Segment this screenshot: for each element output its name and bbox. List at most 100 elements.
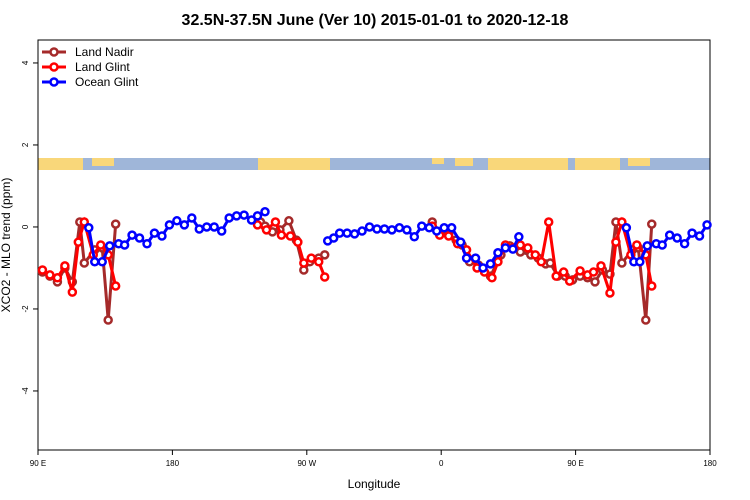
data-point — [224, 213, 234, 223]
data-point — [239, 210, 249, 220]
data-point — [508, 244, 518, 254]
data-point — [261, 225, 272, 235]
data-point — [446, 223, 457, 233]
data-point — [216, 226, 227, 236]
data-point — [379, 224, 390, 234]
data-point — [647, 219, 657, 229]
data-point — [596, 261, 606, 271]
plot-frame — [37, 39, 711, 451]
data-point — [349, 229, 360, 239]
data-point — [134, 233, 145, 243]
data-point — [558, 267, 569, 277]
land-band — [92, 158, 114, 166]
data-point — [260, 207, 270, 217]
data-point — [73, 237, 84, 247]
data-point — [402, 225, 412, 235]
data-point — [439, 223, 449, 233]
data-point — [252, 220, 263, 230]
data-point — [110, 219, 121, 229]
data-point — [364, 222, 375, 232]
data-point — [328, 233, 339, 243]
data-point — [172, 216, 182, 226]
y-tick-label: -4 — [21, 387, 30, 395]
data-point — [702, 220, 712, 230]
data-point — [319, 250, 330, 260]
data-point — [605, 288, 615, 298]
data-point — [617, 217, 627, 227]
data-point — [387, 225, 397, 235]
x-tick-label: 0 — [439, 459, 444, 468]
data-point — [514, 232, 524, 242]
data-point — [455, 237, 466, 247]
data-point — [372, 224, 382, 234]
data-point — [635, 257, 645, 267]
data-point — [179, 220, 190, 230]
data-point — [313, 257, 324, 267]
y-tick-label: 4 — [21, 60, 30, 65]
legend-label: Land Glint — [75, 60, 130, 74]
data-point — [564, 276, 575, 286]
data-point — [299, 258, 309, 268]
legend-symbol — [49, 47, 59, 57]
data-point — [500, 243, 511, 253]
data-point — [84, 223, 94, 233]
data-point — [104, 241, 115, 251]
data-point — [334, 228, 345, 238]
x-tick-label: 90 E — [567, 459, 583, 468]
data-point — [647, 281, 657, 291]
data-point — [284, 216, 294, 226]
data-point — [157, 231, 167, 241]
x-tick-label: 90 E — [30, 459, 46, 468]
data-point — [551, 271, 561, 281]
data-point — [194, 224, 205, 234]
data-point — [409, 232, 420, 242]
data-point — [672, 233, 682, 243]
data-point — [536, 257, 547, 267]
data-point — [45, 270, 55, 280]
data-point — [357, 226, 367, 236]
data-point — [79, 258, 90, 268]
data-point — [694, 231, 705, 241]
data-point — [293, 237, 303, 247]
data-point — [149, 228, 160, 238]
data-point — [611, 237, 621, 247]
data-point — [95, 240, 106, 250]
data-point — [485, 259, 496, 269]
data-point — [342, 228, 352, 238]
land-band — [258, 158, 330, 170]
data-point — [588, 267, 599, 277]
data-point — [515, 240, 526, 250]
data-point — [470, 253, 481, 263]
data-point — [443, 231, 454, 241]
data-point — [664, 230, 675, 240]
data-point — [657, 240, 667, 250]
data-point — [621, 223, 632, 233]
y-tick-label: 0 — [21, 224, 30, 229]
x-axis-label: Longitude — [348, 477, 401, 491]
data-point — [201, 222, 212, 232]
data-point — [246, 215, 257, 225]
data-point — [209, 222, 219, 232]
land-band — [432, 158, 444, 164]
x-tick-label: 180 — [166, 459, 180, 468]
land-band — [455, 158, 473, 166]
data-point — [142, 239, 152, 249]
data-point — [543, 217, 554, 227]
map-strip — [38, 158, 710, 170]
data-point — [103, 315, 113, 325]
series — [84, 207, 712, 273]
data-point — [319, 272, 330, 282]
data-point — [37, 265, 48, 275]
data-point — [641, 315, 651, 325]
data-point — [187, 213, 197, 223]
data-point — [493, 257, 503, 267]
y-axis-label: XCO2 - MLO trend (ppm) — [0, 178, 13, 313]
data-point — [252, 211, 263, 221]
y-tick-label: -2 — [21, 305, 30, 313]
data-point — [523, 243, 533, 253]
x-tick-label: 180 — [703, 459, 717, 468]
data-point — [687, 228, 697, 238]
